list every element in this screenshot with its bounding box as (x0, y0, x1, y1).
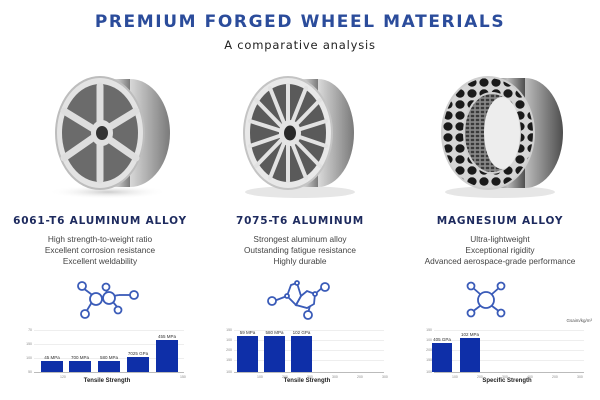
bar (264, 336, 285, 372)
y-tick: 50 (28, 370, 32, 374)
material-name: 6061-T6 ALUMINUM ALLOY (13, 215, 187, 227)
bar-label: 700 MPa (70, 355, 89, 360)
y-tick: 150 (226, 328, 232, 332)
tensile-strength-chart: 150 100 200 150 100 59 MPa 580 MPa 102 G… (222, 322, 392, 392)
y-tick: 100 (226, 338, 232, 342)
molecule-ring-icon (250, 272, 350, 322)
y-tick: 70 (28, 328, 32, 332)
y-tick: 200 (226, 348, 232, 352)
molecule-branched-icon (50, 272, 150, 322)
y-tick: 100 (26, 356, 32, 360)
y-tick: 200 (426, 348, 432, 352)
x-tick: 100 (452, 375, 458, 379)
tensile-strength-chart: 70 150 100 50 45 MPa 700 MPa 580 MPa 702… (22, 322, 192, 392)
x-axis-label: Tensile Strength (283, 378, 331, 384)
bar (69, 361, 91, 372)
honeycomb-wheel-image (430, 66, 580, 201)
material-name: 7075-T6 ALUMINUM (235, 215, 365, 227)
bar-label: 580 MPa (99, 355, 118, 360)
bar-label: 102 GPa (292, 330, 311, 335)
x-tick: 300 (502, 375, 508, 379)
feature-item: Ultra-lightweight (470, 234, 530, 244)
feature-item: Excellent weldability (62, 256, 138, 266)
feature-item: Strongest aluminum alloy (253, 234, 347, 244)
material-card-6061: 6061-T6 ALUMINUM ALLOY High strength-to-… (0, 60, 200, 400)
material-card-magnesium: MAGNESIUM ALLOY Ultra-lightweight Except… (400, 60, 600, 400)
x-axis-label: Tensile Strength (83, 378, 131, 384)
y-tick: 150 (426, 328, 432, 332)
x-tick: 300 (382, 375, 388, 379)
bar (237, 336, 258, 372)
feature-list: High strength-to-weight ratio Excellent … (0, 234, 200, 267)
molecule-square-icon (450, 272, 550, 322)
bar-label: 59 MPa (239, 330, 256, 335)
x-tick: 150 (180, 375, 186, 379)
specific-strength-chart: Gsaim/kg/m³ 150 100 200 150 100 405 GPa … (422, 318, 592, 392)
feature-list: Strongest aluminum alloy Outstanding fat… (200, 234, 400, 267)
multi-spoke-wheel-image (230, 66, 380, 201)
bar (291, 336, 312, 372)
y-tick: 100 (226, 370, 232, 374)
x-tick: 300 (577, 375, 583, 379)
bar-label: 405 GPa (433, 337, 451, 342)
page-subtitle: A comparative analysis (224, 38, 376, 52)
x-tick: 200 (477, 375, 483, 379)
bar-label: 102 MPa (460, 332, 479, 337)
x-tick: 300 (307, 375, 313, 379)
y-tick: 100 (426, 338, 432, 342)
y-tick: 100 (426, 370, 432, 374)
x-tick: 200 (282, 375, 288, 379)
y-tick: 150 (226, 358, 232, 362)
bar-label: 455 MPa (157, 334, 176, 339)
bar-label: 7025 GPa (127, 351, 149, 356)
material-name: MAGNESIUM ALLOY (436, 215, 564, 227)
x-axis-label: Specific Strength (482, 378, 532, 384)
material-card-7075: 7075-T6 ALUMINUM Strongest aluminum allo… (200, 60, 400, 400)
y-tick: 150 (26, 342, 32, 346)
bar (41, 361, 63, 372)
y-tick: 150 (426, 358, 432, 362)
feature-item: High strength-to-weight ratio (47, 234, 153, 244)
bar (432, 343, 452, 372)
feature-item: Excellent corrosion resistance (44, 245, 156, 255)
x-tick: 200 (357, 375, 363, 379)
bar (460, 338, 480, 372)
feature-item: Outstanding fatigue resistance (243, 245, 357, 255)
page-title: PREMIUM FORGED WHEEL MATERIALS (94, 12, 506, 32)
x-tick: 120 (60, 375, 66, 379)
x-tick: 200 (552, 375, 558, 379)
unit-label: Gsaim/kg/m³ (566, 318, 592, 323)
bar-label: 580 MPa (265, 330, 284, 335)
bar (127, 357, 149, 372)
x-tick: 400 (527, 375, 533, 379)
bar (156, 340, 178, 372)
x-tick: 300 (332, 375, 338, 379)
feature-list: Ultra-lightweight Exceptional rigidity A… (400, 234, 600, 267)
bar-label: 45 MPa (44, 355, 60, 360)
six-spoke-wheel-image (30, 66, 180, 201)
feature-item: Highly durable (273, 256, 327, 266)
feature-item: Exceptional rigidity (465, 245, 535, 255)
bar (98, 361, 120, 372)
feature-item: Advanced aerospace-grade performance (424, 256, 576, 266)
x-tick: 100 (257, 375, 263, 379)
